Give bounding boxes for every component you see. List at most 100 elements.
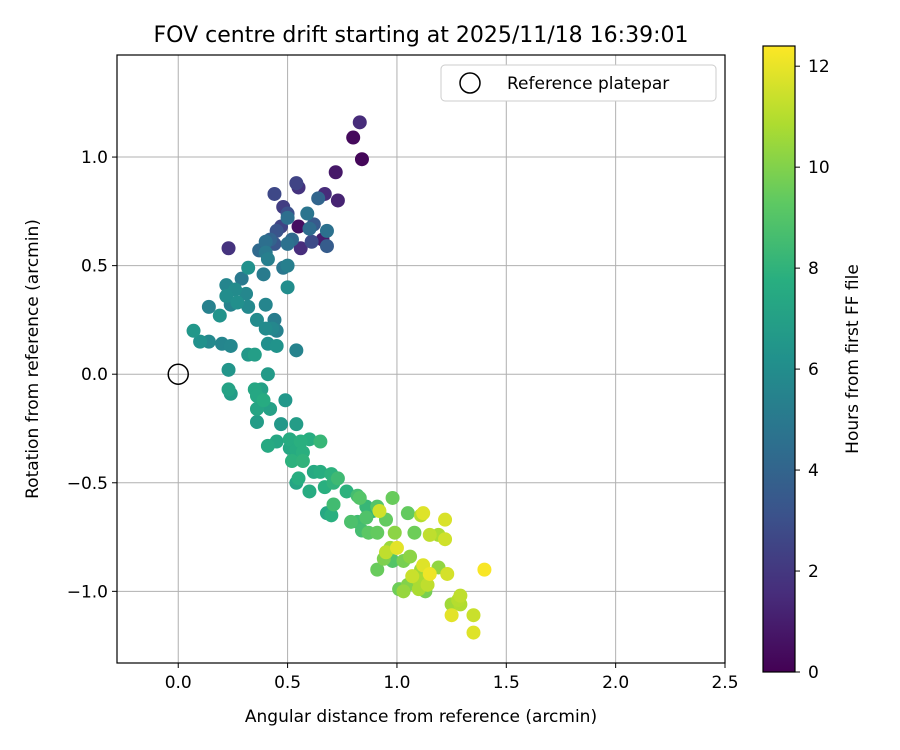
scatter-point — [221, 382, 236, 397]
legend: Reference platepar — [440, 64, 717, 102]
scatter-point — [289, 417, 304, 432]
x-tick-label: 0.5 — [274, 673, 301, 693]
scatter-point — [241, 299, 256, 314]
scatter-point — [274, 417, 289, 432]
scatter-point — [407, 525, 422, 540]
scatter-point — [344, 514, 359, 529]
scatter-point — [466, 625, 481, 640]
legend-label-reference-platepar: Reference platepar — [507, 74, 669, 94]
scatter-point — [370, 562, 385, 577]
scatter-point — [352, 490, 367, 505]
y-axis-ticks: −1.0 −0.5 0.0 0.5 1.0 — [67, 148, 117, 602]
scatter-point — [289, 176, 304, 191]
scatter-point — [267, 186, 282, 201]
scatter-point — [354, 152, 369, 167]
scatter-point — [293, 434, 308, 449]
x-tick-label: 2.5 — [711, 673, 738, 693]
scatter-point — [221, 241, 236, 256]
scatter-point — [282, 432, 297, 447]
scatter-point — [328, 165, 343, 180]
scatter-point — [221, 362, 236, 377]
scatter-point — [258, 234, 273, 249]
y-tick-label: 0.0 — [81, 365, 108, 385]
scatter-point — [239, 286, 254, 301]
scatter-point — [313, 434, 328, 449]
scatter-point — [352, 115, 367, 130]
scatter-point — [293, 241, 308, 256]
scatter-point — [416, 506, 431, 521]
plot-frame — [116, 54, 726, 664]
grid — [117, 55, 726, 663]
scatter-point — [385, 490, 400, 505]
scatter-point — [440, 566, 455, 581]
y-tick-label: 1.0 — [81, 148, 108, 168]
scatter-point — [280, 280, 295, 295]
scatter-point — [422, 527, 437, 542]
scatter-point — [260, 252, 275, 267]
scatter-point — [289, 343, 304, 358]
scatter-point — [403, 549, 418, 564]
legend-box — [440, 64, 717, 102]
scatter-point — [313, 464, 328, 479]
scatter-point — [453, 588, 468, 603]
x-axis-ticks: 0.0 0.5 1.0 1.5 2.0 2.5 — [165, 663, 739, 693]
scatter-point — [405, 569, 420, 584]
scatter-point — [291, 471, 306, 486]
scatter-point — [302, 484, 317, 499]
scatter-point — [201, 299, 216, 314]
scatter-point — [193, 334, 208, 349]
scatter-point — [260, 367, 275, 382]
scatter-point — [260, 438, 275, 453]
scatter-point — [234, 271, 249, 286]
scatter-point — [370, 525, 385, 540]
x-tick-label: 2.0 — [602, 673, 629, 693]
colorbar-tick-label: 4 — [808, 461, 819, 481]
scatter-point — [319, 239, 334, 254]
scatter-point — [247, 347, 262, 362]
scatter-point — [330, 471, 345, 486]
scatter-point — [280, 258, 295, 273]
chart-title: FOV centre drift starting at 2025/11/18 … — [154, 23, 689, 48]
scatter-point — [389, 540, 404, 555]
scatter-point — [422, 566, 437, 581]
reference-point-marker — [167, 363, 189, 385]
x-tick-label: 1.5 — [493, 673, 520, 693]
colorbar-tick-label: 10 — [808, 158, 830, 178]
y-tick-label: −0.5 — [67, 474, 108, 494]
scatter-point — [304, 234, 319, 249]
scatter-point — [219, 289, 234, 304]
scatter-point — [256, 393, 271, 408]
scatter-point — [330, 193, 345, 208]
scatter-point — [249, 312, 264, 327]
scatter-point — [241, 260, 256, 275]
scatter-point — [269, 338, 284, 353]
colorbar-tick-label: 6 — [808, 360, 819, 380]
scatter-point — [256, 267, 271, 282]
scatter-point — [302, 221, 317, 236]
scatter-point — [291, 219, 306, 234]
scatter-point — [396, 584, 411, 599]
scatter-point — [438, 532, 453, 547]
scatter-point — [295, 454, 310, 469]
scatter-point — [420, 577, 435, 592]
scatter-point — [258, 297, 273, 312]
scatter-point — [372, 504, 387, 518]
x-tick-label: 0.0 — [165, 673, 192, 693]
scatter-point — [339, 484, 354, 499]
scatter-point — [280, 236, 295, 251]
scatter-point — [400, 506, 415, 521]
scatter-point — [359, 510, 374, 525]
scatter-point — [324, 508, 339, 523]
scatter-point — [319, 223, 334, 238]
colorbar-tick-label: 8 — [808, 259, 819, 279]
colorbar-ticks: 0 2 4 6 8 10 12 — [795, 57, 830, 683]
scatter-point — [438, 512, 453, 527]
scatter-point — [278, 393, 293, 408]
scatter-point — [444, 608, 459, 623]
legend-marker-icon — [459, 72, 481, 94]
scatter-point — [212, 308, 227, 323]
scatter-point — [387, 525, 402, 540]
colorbar-tick-label: 2 — [808, 562, 819, 582]
